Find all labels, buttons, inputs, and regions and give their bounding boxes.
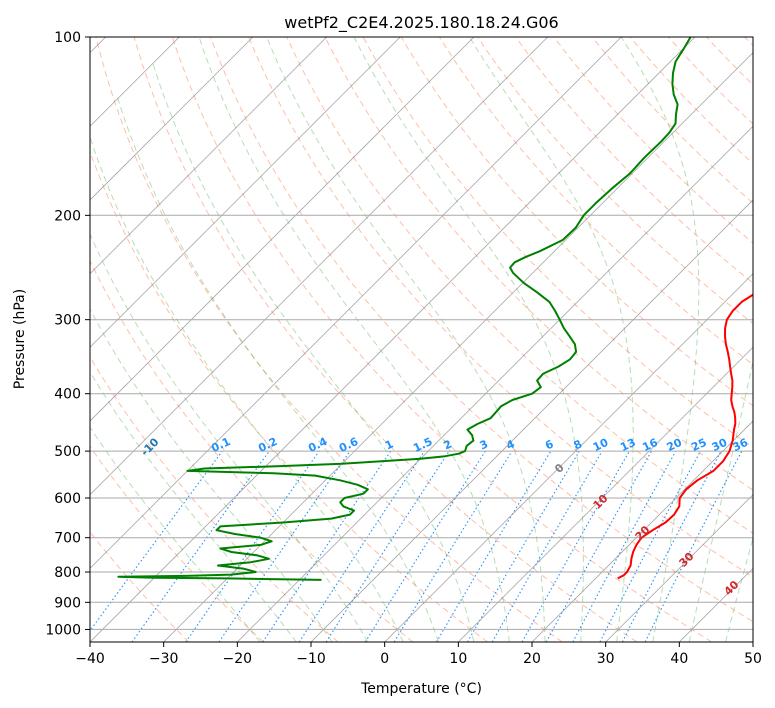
moist-adiabat-line (353, 37, 584, 642)
mixing-ratio-line (572, 450, 677, 642)
mixing-ratio-line (491, 450, 603, 642)
dry-adiabat-line (133, 37, 638, 642)
y-tick-label: 200 (54, 208, 81, 224)
dry-adiabat-line (477, 37, 753, 325)
profile-series (117, 37, 753, 581)
moist-adiabat-line (90, 426, 261, 642)
mixing-ratio-line (393, 450, 513, 642)
isotherm-line (90, 37, 696, 642)
moist-adiabat-line (151, 61, 475, 642)
x-tick-label: −40 (75, 651, 105, 667)
moist-adiabat-line (725, 536, 753, 642)
dewpoint-profile-line (117, 37, 692, 581)
y-tick-label: 700 (54, 531, 81, 547)
mixing-ratio-label: 10 (591, 436, 611, 454)
mixing-ratio-label: 30 (710, 436, 730, 454)
x-tick-label: 10 (449, 651, 467, 667)
isotherm-line (90, 37, 548, 496)
dry-adiabat-line (591, 37, 753, 204)
dry-adiabat-line (400, 37, 753, 407)
x-tick-label: 40 (670, 651, 688, 667)
isotherm-line (605, 494, 753, 642)
mixing-ratio-label: 20 (665, 436, 685, 454)
dry-adiabat-line (629, 37, 753, 165)
x-tick-label: 20 (523, 651, 541, 667)
y-tick-label: 1000 (45, 622, 81, 638)
x-tick-label: −20 (223, 651, 253, 667)
x-tick-label: −30 (149, 651, 179, 667)
plot-content: 0.10.20.40.611.52346810131620253036-100-… (90, 37, 753, 642)
temperature-profile-line (617, 293, 753, 580)
y-tick-label: 300 (54, 313, 81, 329)
line-labels: 0.10.20.40.611.52346810131620253036-100-… (138, 435, 751, 598)
isotherm-line (458, 346, 753, 642)
mixing-ratio-label: 36 (731, 436, 751, 454)
x-axis-label: Temperature (°C) (360, 681, 482, 697)
isotherm-line (531, 420, 753, 642)
moist-adiabat-line (116, 94, 439, 642)
dry-adiabat-line (515, 37, 753, 284)
isotherm-line (90, 37, 254, 201)
x-tick-label: 0 (380, 651, 389, 667)
moist-adiabat-line (266, 37, 546, 642)
x-tick-label: 30 (597, 651, 615, 667)
isotherm-line (237, 125, 753, 642)
moist-adiabat-line (90, 232, 369, 642)
dry-adiabat-line (324, 37, 753, 491)
mixing-ratio-line (521, 450, 630, 642)
mixing-ratio-label: 16 (640, 436, 660, 454)
moist-adiabat-line (90, 370, 297, 642)
dry-adiabat-line (90, 259, 414, 642)
mixing-ratio-line (467, 450, 580, 642)
moist-adiabat-line (198, 37, 510, 642)
isobars (90, 37, 753, 630)
dry-adiabat-line (95, 37, 563, 642)
moist-adiabat-line (620, 37, 700, 642)
mixing-ratio-line (90, 450, 223, 632)
mixing-ratio-line (364, 450, 486, 642)
dry-adiabat-line (90, 445, 264, 642)
isotherm-line (90, 37, 475, 422)
dry-adiabat-line (248, 37, 753, 578)
plot-frame (89, 36, 754, 643)
y-axis-label: Pressure (hPa) (12, 289, 28, 389)
y-tick-label: 800 (54, 565, 81, 581)
y-tick-label: 900 (54, 595, 81, 611)
x-tick-label: 50 (744, 651, 762, 667)
axis-ticks: −40 −30 −20 −10 0 10 20 30 40 50 100 200 300 400 500 60… (45, 30, 762, 667)
y-tick-label: 400 (54, 387, 81, 403)
isotherm-line (90, 37, 327, 275)
isotherm-line (163, 52, 753, 642)
mixing-ratio-line (325, 450, 450, 642)
mixing-ratio-label: 13 (618, 436, 637, 454)
dry-adiabat-line (171, 37, 712, 642)
isotherm-line (310, 199, 753, 642)
isotherm-line (90, 37, 622, 569)
mixing-ratio-label: 25 (689, 436, 708, 454)
moist-adiabat-line (688, 358, 753, 642)
dry-adiabat-line (210, 37, 753, 623)
isotherm-line (384, 273, 753, 642)
mixing-ratio-line (435, 450, 552, 642)
x-tick-label: −10 (296, 651, 326, 667)
y-tick-label: 600 (54, 491, 81, 507)
y-tick-label: 500 (54, 444, 81, 460)
plot-area (90, 37, 753, 642)
y-tick-label: 100 (54, 30, 81, 46)
mixing-ratio-line (218, 450, 351, 642)
isotherm-line (90, 37, 401, 348)
isotherms (90, 37, 753, 642)
chart-title: wetPf2_C2E4.2025.180.18.24.G06 (284, 13, 558, 33)
mixing-ratio-line (131, 450, 270, 642)
